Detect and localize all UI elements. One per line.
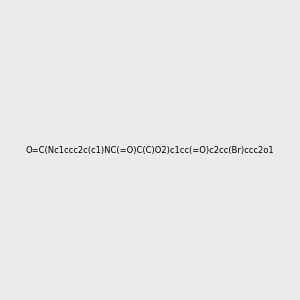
- Text: O=C(Nc1ccc2c(c1)NC(=O)C(C)O2)c1cc(=O)c2cc(Br)ccc2o1: O=C(Nc1ccc2c(c1)NC(=O)C(C)O2)c1cc(=O)c2c…: [26, 146, 274, 154]
